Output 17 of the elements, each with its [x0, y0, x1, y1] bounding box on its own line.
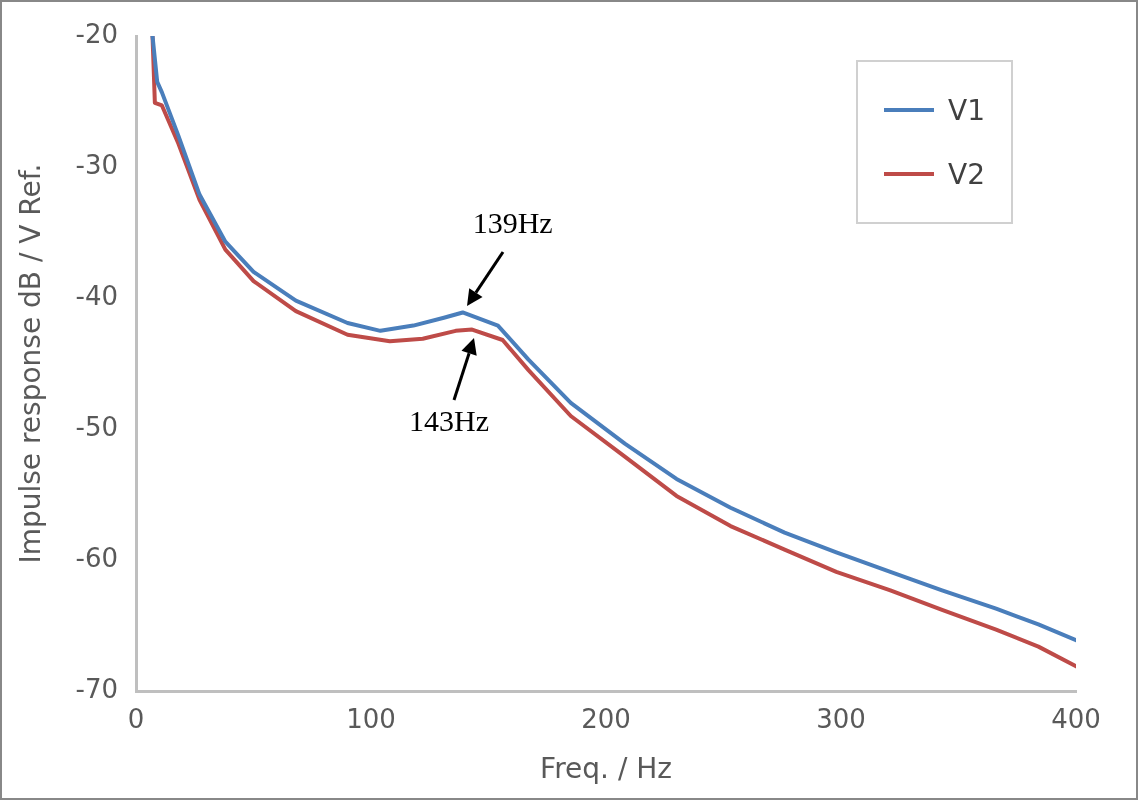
x-tick-label: 400 [1051, 703, 1101, 734]
y-tick-label: -60 [75, 542, 119, 573]
legend-label: V1 [948, 93, 985, 127]
y-axis-title: Impulse response dB / V Ref. [14, 163, 48, 564]
legend-label: V2 [948, 157, 985, 191]
x-tick-label: 0 [127, 703, 145, 734]
x-tick-label: 300 [816, 703, 866, 734]
x-tick-label: 100 [346, 703, 396, 734]
y-tick-label: -70 [75, 673, 119, 704]
x-tick-label: 200 [581, 703, 631, 734]
y-tick-label: -30 [75, 149, 119, 180]
y-tick-label: -50 [75, 411, 119, 442]
annotation: 143Hz [409, 403, 490, 438]
x-axis-title: Freq. / Hz [540, 752, 672, 786]
y-tick-label: -20 [75, 18, 119, 49]
y-tick-label: -40 [75, 280, 119, 311]
annotation: 139Hz [472, 206, 553, 241]
